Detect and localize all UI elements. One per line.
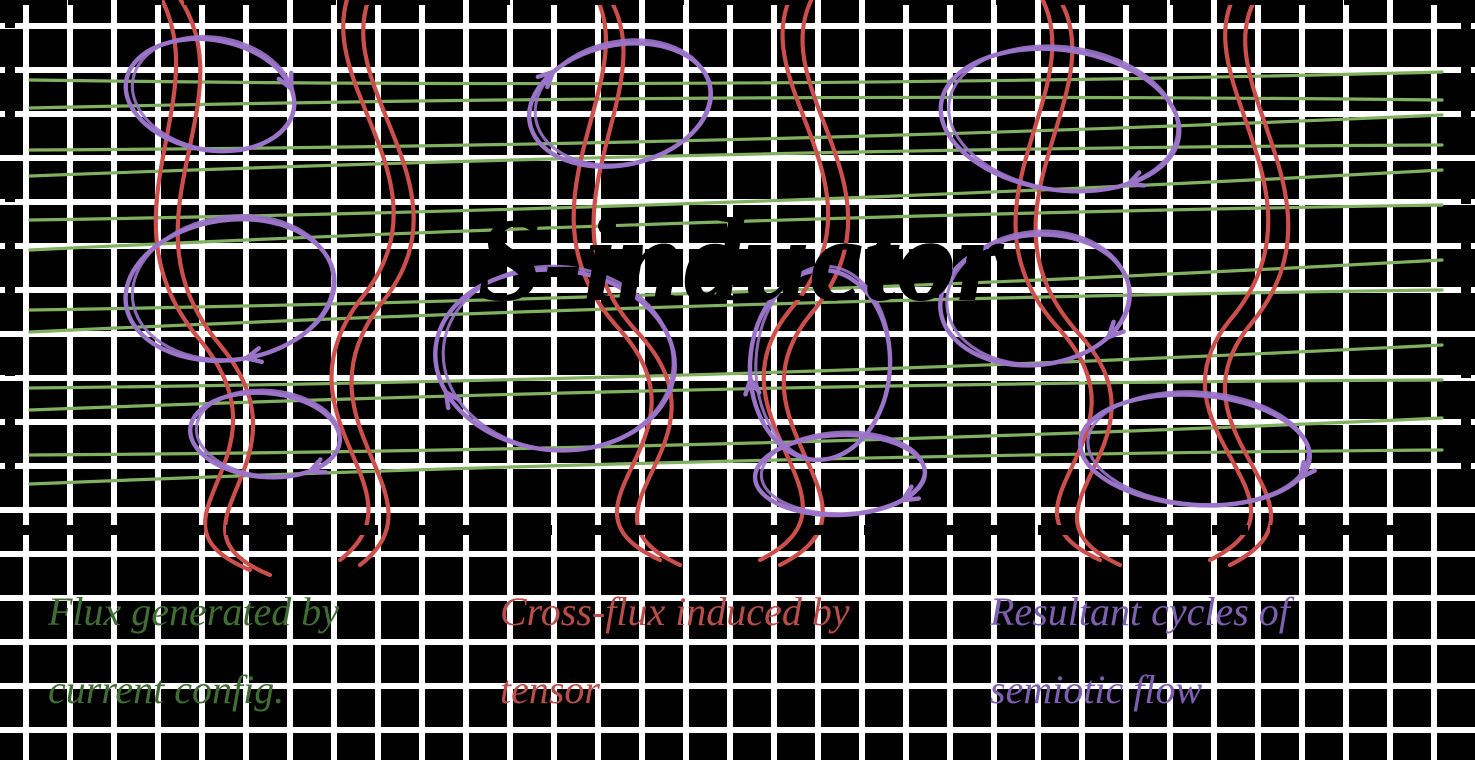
diagram-canvas: S-inductor Flux generated by current conf… (0, 0, 1475, 760)
caption-cross-line1: Cross-flux induced by (500, 589, 850, 634)
caption-cross-line2: tensor (500, 667, 600, 712)
caption-flux-line2: current config. (48, 667, 284, 712)
caption-flux-line1: Flux generated by (47, 589, 339, 634)
diagram-title: S-inductor (477, 193, 1005, 326)
caption-cycles-line2: semiotic flow (990, 667, 1203, 712)
title-layer: S-inductor (477, 193, 1005, 326)
caption-cycles-line1: Resultant cycles of (989, 589, 1295, 634)
